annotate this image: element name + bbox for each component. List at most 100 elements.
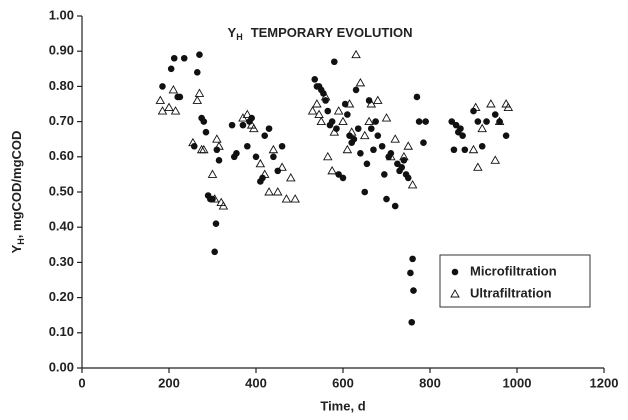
point (341, 100, 349, 108)
point (324, 107, 332, 115)
point (207, 169, 218, 178)
point (249, 123, 259, 133)
point (322, 97, 329, 104)
y-axis-label: YH, mgCOD/mgCOD (9, 131, 26, 254)
point (344, 111, 351, 118)
point (268, 144, 279, 154)
x-tick-label: 1200 (590, 375, 619, 390)
point (391, 202, 399, 210)
point (193, 69, 201, 76)
y-tick-label: 0.00 (49, 359, 74, 374)
point (483, 118, 490, 125)
point (502, 132, 510, 139)
point (363, 160, 371, 168)
point (422, 118, 429, 125)
point (176, 93, 184, 101)
point (333, 125, 340, 132)
y-tick-label: 0.10 (49, 324, 74, 339)
point (255, 158, 266, 168)
point (373, 95, 383, 104)
point (167, 65, 175, 73)
point (316, 116, 327, 126)
point (327, 165, 337, 175)
y-tick-label: 0.30 (49, 254, 74, 269)
point (211, 248, 218, 256)
y-tick-label: 0.50 (49, 183, 74, 198)
point (364, 116, 374, 126)
point (359, 130, 370, 140)
point (470, 102, 481, 111)
point (331, 58, 338, 66)
point (168, 85, 179, 94)
point (218, 201, 229, 210)
legend-label: Ultrafiltration (470, 285, 552, 300)
point (381, 113, 392, 122)
x-tick-label: 0 (78, 375, 85, 390)
x-axis-label: Time, d (320, 398, 365, 413)
point (286, 173, 296, 182)
point (209, 194, 220, 203)
point (228, 121, 236, 129)
point (215, 157, 223, 164)
point (212, 134, 222, 143)
point (190, 142, 198, 150)
point (194, 88, 205, 97)
point (338, 116, 348, 126)
point (413, 93, 421, 101)
point (354, 125, 362, 132)
point (404, 174, 412, 182)
legend-marker (450, 289, 460, 298)
point (264, 187, 274, 196)
point (274, 167, 282, 175)
point (470, 107, 477, 115)
point (374, 132, 382, 139)
point (370, 146, 377, 154)
point (265, 125, 273, 132)
point (365, 97, 373, 104)
point (367, 125, 375, 132)
point (272, 187, 283, 196)
point (386, 151, 396, 161)
point (381, 171, 388, 178)
x-tick-label: 600 (332, 375, 354, 390)
point (270, 153, 277, 161)
point (490, 155, 501, 164)
point (477, 123, 487, 133)
point (199, 144, 209, 154)
point (278, 142, 286, 150)
y-tick-label: 0.60 (49, 148, 74, 163)
point (188, 137, 198, 147)
point (410, 287, 417, 294)
point (170, 106, 181, 115)
y-tick-label: 0.40 (49, 219, 74, 234)
x-tick-label: 1000 (503, 375, 532, 390)
point (351, 49, 361, 59)
point (407, 269, 414, 277)
point (342, 144, 353, 154)
point (320, 92, 331, 101)
point (407, 180, 418, 189)
y-tick-label: 0.70 (49, 113, 74, 128)
point (277, 162, 287, 171)
point (328, 118, 336, 125)
x-tick-label: 400 (245, 375, 267, 390)
point (372, 118, 379, 125)
point (202, 128, 210, 136)
point (383, 195, 390, 203)
point (290, 194, 300, 203)
point (461, 146, 469, 154)
point (311, 76, 319, 83)
point (468, 144, 479, 154)
point (314, 109, 324, 119)
point (333, 106, 344, 115)
point (494, 116, 505, 126)
point (329, 127, 340, 136)
legend-marker (451, 268, 459, 276)
point (233, 149, 240, 157)
point (355, 77, 366, 87)
chart-title: YH TEMPORARY EVOLUTION (228, 25, 413, 42)
point (473, 162, 483, 171)
point (344, 99, 355, 108)
point (155, 95, 166, 104)
point (346, 127, 357, 136)
